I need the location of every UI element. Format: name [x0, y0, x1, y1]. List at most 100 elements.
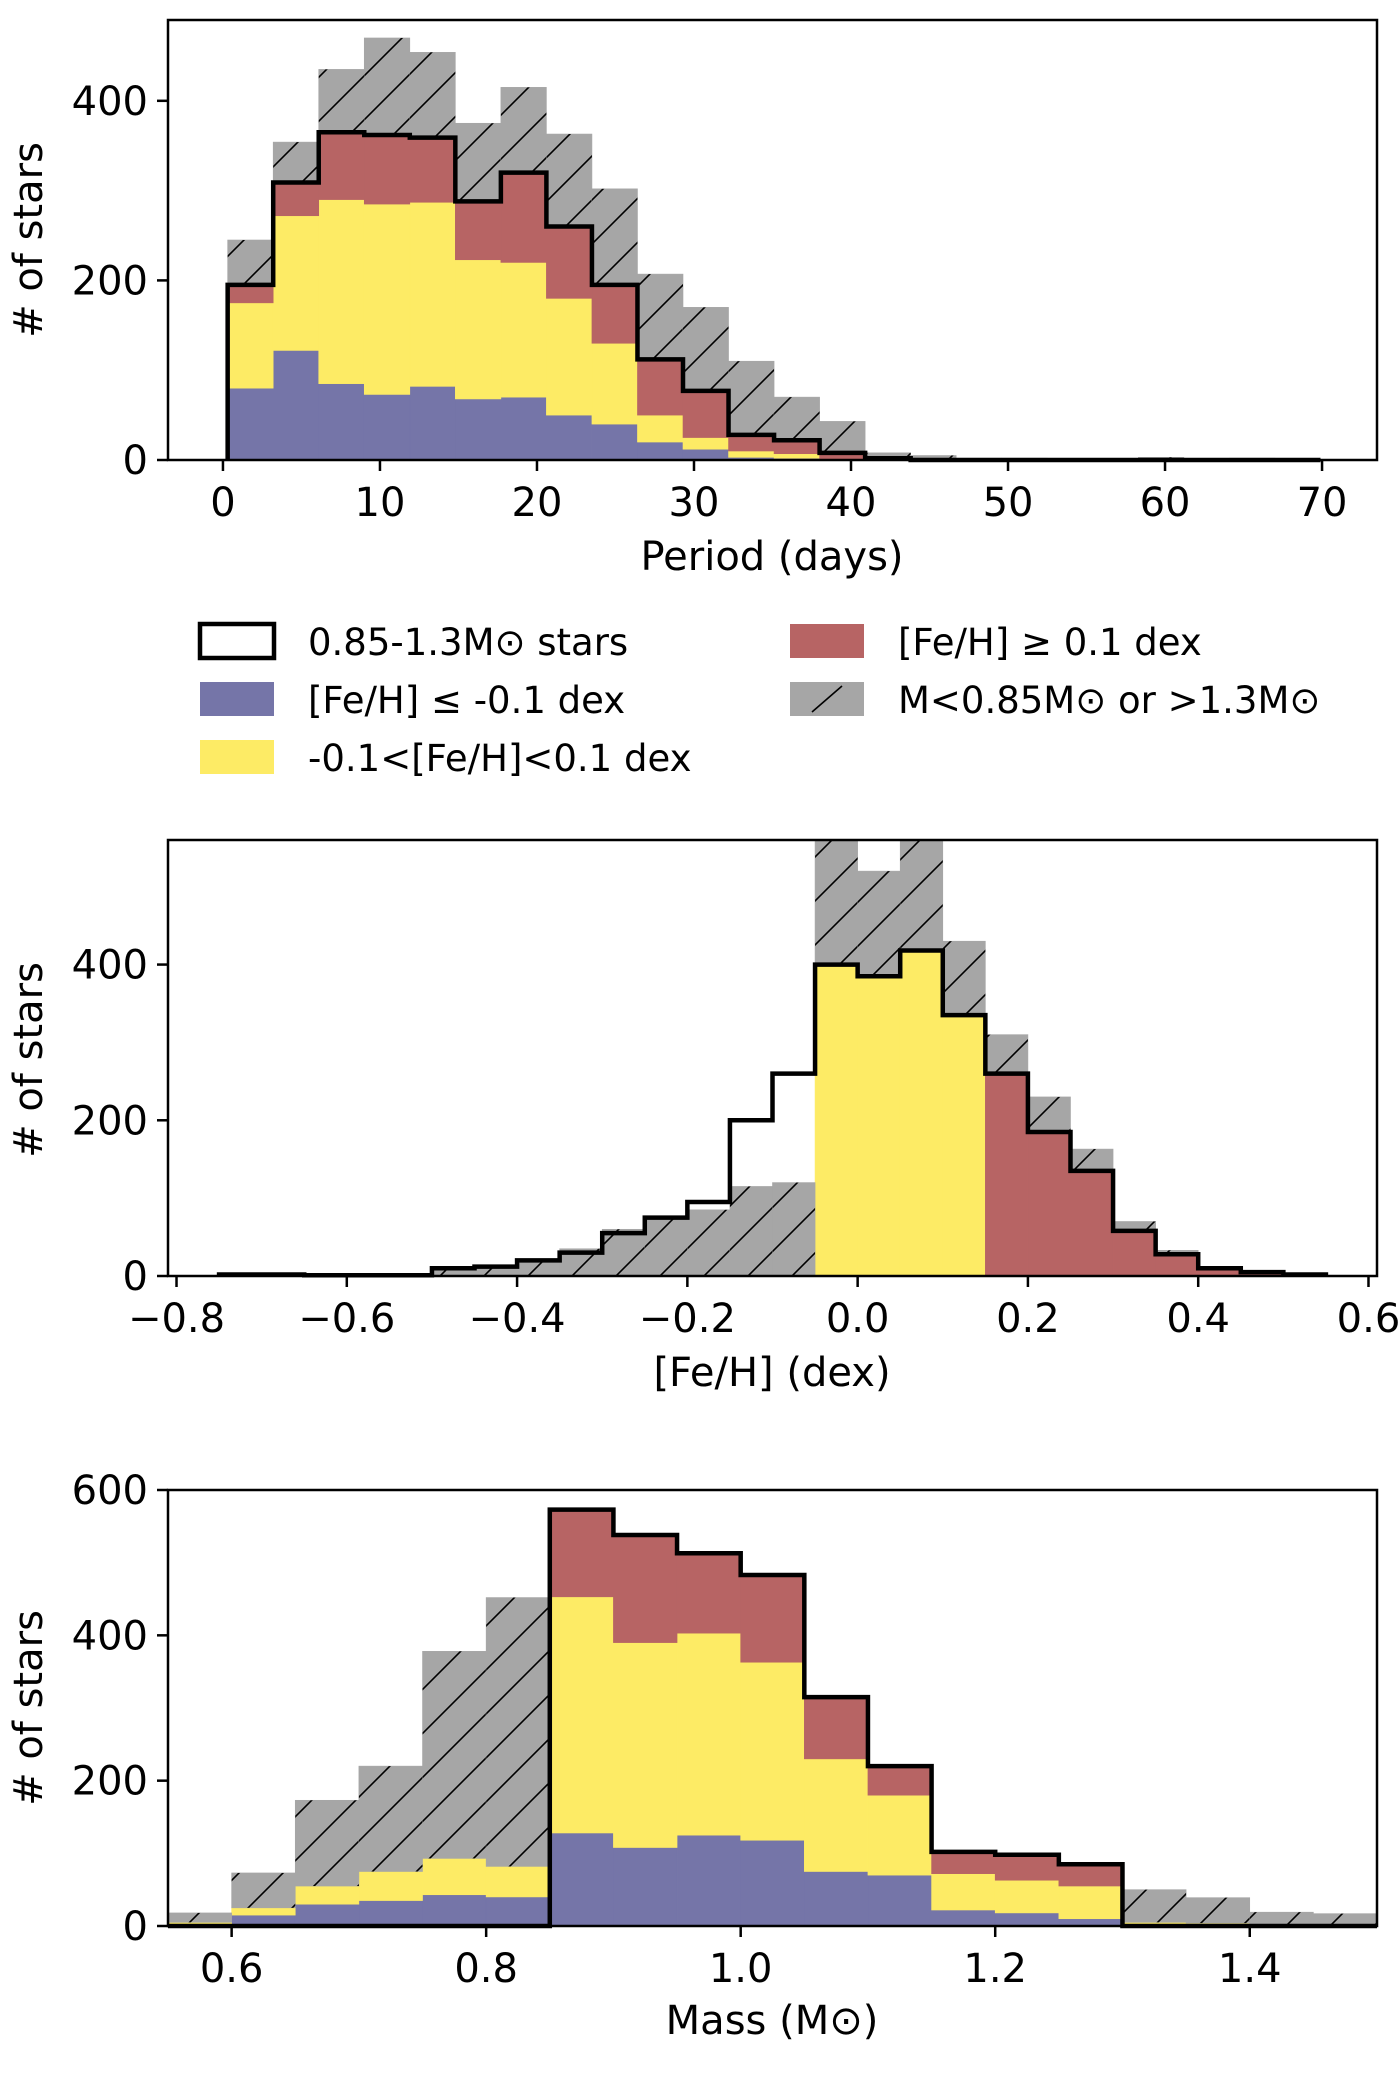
- feh-bar-hatch-15: [857, 871, 901, 977]
- feh-xtick-label-6: 0.4: [1166, 1296, 1230, 1342]
- legend-label-mid: -0.1<[Fe/H]<0.1 dex: [308, 737, 691, 780]
- period-bar-low-8: [591, 423, 638, 461]
- mass-histogram-panel: 0.6 0.8 1.0 1.2 1.4 0 200 400 600 Mass (M⊙) # of…: [6, 1468, 1379, 2044]
- period-ticks: 0 10 20 30 40 50 60 70 0 200 400: [72, 79, 1348, 526]
- mass-xtick-label-0: 0.6: [200, 1946, 264, 1992]
- period-bar-mid-7: [546, 298, 593, 416]
- period-bar-hatch-3: [364, 37, 410, 135]
- period-xtick-label-6: 60: [1140, 480, 1191, 526]
- mass-ytick-label-0: 0: [123, 1904, 148, 1950]
- feh-bar-hatch-18: [985, 1034, 1028, 1074]
- period-bar-mid-6: [500, 262, 547, 398]
- period-bar-high-11: [728, 434, 775, 452]
- mass-ticks: 0.6 0.8 1.0 1.2 1.4 0 200 400 600: [72, 1468, 1282, 1992]
- period-bar-low-3: [363, 394, 411, 461]
- feh-bar-hatch-17: [942, 941, 986, 1016]
- feh-histogram-panel: −0.8 −0.6 −0.4 −0.2 0.0 0.2 0.4 0.6 0 200 400 [Fe/…: [6, 838, 1400, 1396]
- mass-bar-hatch-5: [486, 1597, 550, 1867]
- feh-xtick-label-2: −0.4: [469, 1296, 566, 1342]
- period-bar-high-1: [272, 182, 320, 217]
- period-bars: [227, 37, 1321, 461]
- mass-bar-mid-14: [1058, 1885, 1123, 1920]
- feh-bar-hatch-11: [687, 1209, 730, 1276]
- mass-ytick-label-3: 600: [72, 1468, 148, 1514]
- feh-bar-mid-16: [899, 950, 944, 1277]
- period-xtick-label-3: 30: [669, 480, 720, 526]
- feh-bar-hatch-19: [1027, 1096, 1071, 1132]
- period-y-axis-label: # of stars: [6, 142, 52, 338]
- mass-bar-high-13: [994, 1854, 1060, 1881]
- mass-xtick-label-3: 1.2: [963, 1946, 1027, 1992]
- period-xtick-label-1: 10: [355, 480, 406, 526]
- mass-bar-low-7: [613, 1847, 678, 1927]
- period-bar-mid-4: [409, 201, 456, 387]
- legend-swatch-outside-hatch: [811, 685, 843, 713]
- mass-bar-low-8: [676, 1834, 741, 1927]
- period-ytick-label-2: 400: [72, 79, 148, 125]
- period-bar-mid-8: [591, 342, 638, 425]
- period-xtick-label-7: 70: [1297, 480, 1348, 526]
- period-bar-hatch-1: [273, 142, 319, 183]
- mass-bar-low-6: [549, 1832, 614, 1927]
- mass-bar-low-5: [485, 1896, 551, 1927]
- feh-ticks: −0.8 −0.6 −0.4 −0.2 0.0 0.2 0.4 0.6 0 200 400: [72, 943, 1400, 1342]
- mass-bar-high-6: [549, 1509, 614, 1598]
- period-bar-hatch-10: [683, 307, 729, 391]
- mass-bar-low-12: [931, 1909, 996, 1927]
- feh-bar-hatch-10: [644, 1217, 688, 1276]
- mass-bar-high-11: [867, 1765, 932, 1796]
- feh-bar-high-19: [1027, 1131, 1071, 1277]
- period-xtick-label-5: 50: [983, 480, 1034, 526]
- mass-bar-mid-2: [294, 1885, 360, 1905]
- period-bar-hatch-4: [409, 52, 456, 138]
- period-bar-low-5: [455, 398, 502, 461]
- mass-bar-low-9: [740, 1839, 805, 1927]
- feh-bar-hatch-12: [729, 1186, 773, 1276]
- legend-swatch-mid: [200, 740, 274, 774]
- period-bar-low-4: [409, 386, 456, 461]
- mass-bar-low-13: [994, 1912, 1060, 1927]
- feh-xtick-label-7: 0.6: [1337, 1296, 1400, 1342]
- feh-xtick-label-4: 0.0: [826, 1296, 890, 1342]
- period-ytick-label-1: 200: [72, 258, 148, 304]
- period-bar-low-10: [682, 448, 729, 461]
- period-bar-high-7: [546, 226, 593, 299]
- feh-y-axis-label: # of stars: [6, 962, 52, 1158]
- mass-bar-low-10: [804, 1871, 869, 1927]
- period-bar-hatch-12: [774, 397, 820, 441]
- mass-bar-mid-4: [422, 1858, 487, 1896]
- period-bar-hatch-9: [637, 274, 683, 360]
- mass-bar-low-2: [294, 1903, 360, 1927]
- period-bar-high-0: [227, 284, 274, 304]
- mass-bar-mid-7: [613, 1642, 678, 1848]
- period-x-axis-label: Period (days): [640, 534, 903, 580]
- period-bar-mid-12: [773, 453, 820, 459]
- mass-bar-high-10: [804, 1696, 869, 1760]
- legend-label-high: [Fe/H] ≥ 0.1 dex: [898, 621, 1202, 664]
- mass-x-axis-label: Mass (M⊙): [666, 1998, 879, 2044]
- period-bar-low-9: [637, 441, 684, 461]
- mass-bar-high-14: [1058, 1863, 1123, 1887]
- period-xtick-label-2: 20: [512, 480, 563, 526]
- mass-bar-high-8: [676, 1552, 741, 1634]
- feh-bar-hatch-9: [602, 1229, 645, 1276]
- feh-bar-high-21: [1112, 1230, 1156, 1277]
- period-bar-low-7: [546, 414, 593, 461]
- mass-bar-mid-5: [485, 1866, 551, 1898]
- mass-bar-mid-9: [740, 1661, 805, 1841]
- period-bar-mid-3: [363, 203, 411, 395]
- feh-outline-step: [216, 948, 1329, 1278]
- period-histogram-panel: 0 10 20 30 40 50 60 70 0 200 400 Period (days) # o…: [6, 18, 1379, 580]
- period-bar-low-2: [318, 383, 365, 461]
- feh-xtick-label-3: −0.2: [639, 1296, 736, 1342]
- mass-bar-hatch-18: [1313, 1913, 1377, 1925]
- period-bar-mid-11: [728, 450, 775, 458]
- period-bar-hatch-6: [500, 87, 547, 173]
- feh-bar-hatch-14: [815, 840, 858, 965]
- mass-bars: [167, 1509, 1378, 1927]
- legend-swatch-outline: [197, 621, 277, 661]
- period-bar-high-5: [455, 201, 502, 261]
- feh-bars: [218, 839, 1327, 1277]
- feh-xtick-label-1: −0.6: [298, 1296, 395, 1342]
- feh-x-axis-label: [Fe/H] (dex): [653, 1350, 890, 1396]
